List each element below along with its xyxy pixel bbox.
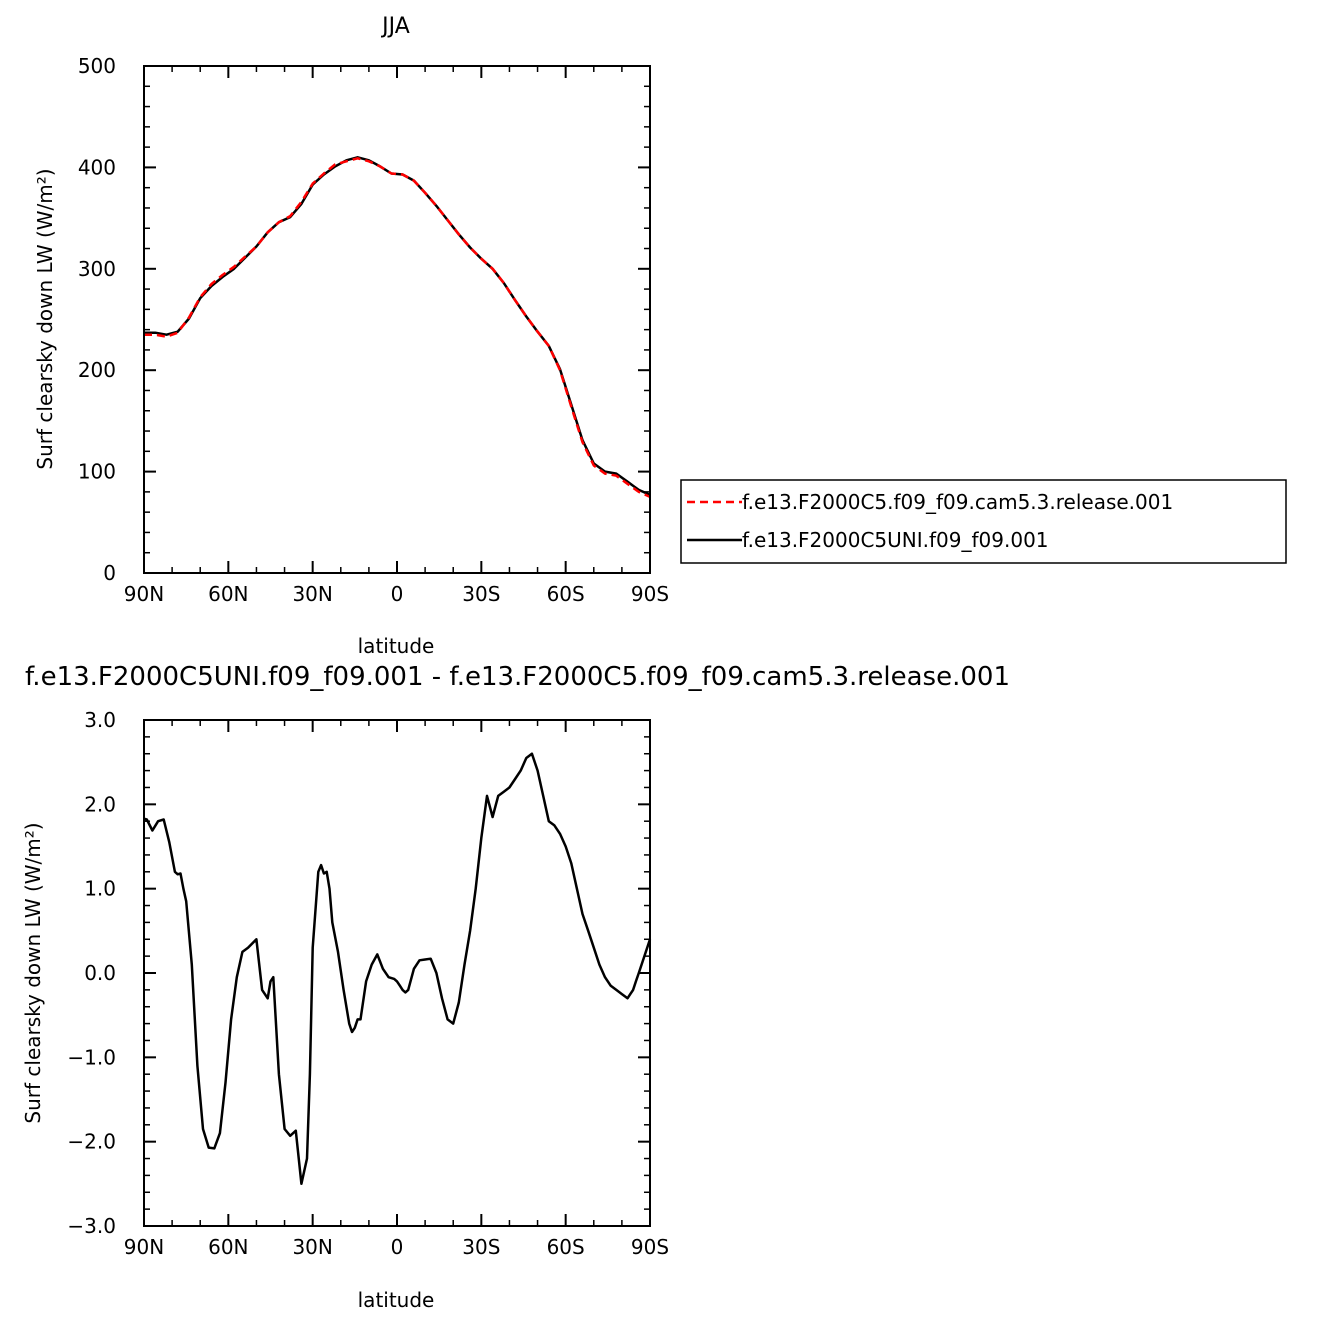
top-chart-ylabel: Surf clearsky down LW (W/m²)	[33, 168, 57, 469]
x-tick-label: 90S	[631, 1235, 669, 1259]
top-chart: JJA Surf clearsky down LW (W/m²) latitud…	[33, 14, 669, 658]
y-tick-label: 200	[78, 358, 116, 382]
top-chart-frame	[143, 65, 651, 574]
x-tick-label: 60S	[547, 582, 585, 606]
x-tick-label: 60N	[208, 1235, 248, 1259]
x-tick-label: 0	[391, 582, 404, 606]
x-tick-label: 60N	[208, 582, 248, 606]
bottom-chart-series	[143, 752, 652, 1186]
y-tick-label: 0	[103, 561, 116, 585]
x-tick-label: 30N	[292, 1235, 332, 1259]
y-tick-label: 400	[78, 155, 116, 179]
y-tick-label: 500	[78, 54, 116, 78]
bottom-chart-frame	[143, 719, 651, 1227]
x-tick-label: 30S	[462, 582, 500, 606]
x-tick-label: 90N	[124, 1235, 164, 1259]
top-chart-title: JJA	[380, 14, 410, 39]
x-tick-label: 30S	[462, 1235, 500, 1259]
y-tick-label: 3.0	[84, 708, 116, 732]
x-tick-label: 0	[391, 1235, 404, 1259]
y-tick-label: −1.0	[67, 1045, 116, 1069]
top-chart-series	[144, 156, 651, 499]
series-line-1	[144, 157, 651, 499]
x-tick-label: 90S	[631, 582, 669, 606]
bottom-chart-ticks: 90N 60N 30N 0 30S 60S 90S −3.0 −2.0 −1.0 0.0 1.0 2.0…	[67, 708, 669, 1259]
x-tick-label: 60S	[547, 1235, 585, 1259]
bottom-chart-ylabel: Surf clearsky down LW (W/m²)	[21, 822, 45, 1123]
legend-box	[680, 479, 1287, 564]
y-tick-label: 0.0	[84, 961, 116, 985]
bottom-chart-title: f.e13.F2000C5UNI.f09_f09.001 - f.e13.F20…	[25, 662, 1010, 692]
top-chart-ticks: 90N 60N 30N 0 30S 60S 90S 0 100 200 300 400 500	[78, 54, 669, 606]
x-tick-label: 90N	[124, 582, 164, 606]
y-tick-label: −2.0	[67, 1130, 116, 1154]
top-chart-xlabel: latitude	[358, 634, 435, 658]
y-tick-label: 300	[78, 257, 116, 281]
bottom-chart-xlabel: latitude	[358, 1288, 435, 1312]
bottom-chart: f.e13.F2000C5UNI.f09_f09.001 - f.e13.F20…	[21, 662, 1010, 1312]
y-tick-label: 100	[78, 460, 116, 484]
legend-label-series-2: f.e13.F2000C5UNI.f09_f09.001	[742, 528, 1049, 552]
y-tick-label: 1.0	[84, 877, 116, 901]
legend: f.e13.F2000C5.f09_f09.cam5.3.release.001…	[680, 479, 1287, 564]
legend-label-series-1: f.e13.F2000C5.f09_f09.cam5.3.release.001	[742, 490, 1173, 514]
series-line-2	[144, 156, 651, 497]
y-tick-label: 2.0	[84, 792, 116, 816]
y-tick-label: −3.0	[67, 1214, 116, 1238]
x-tick-label: 30N	[292, 582, 332, 606]
series-line-1	[143, 752, 652, 1186]
